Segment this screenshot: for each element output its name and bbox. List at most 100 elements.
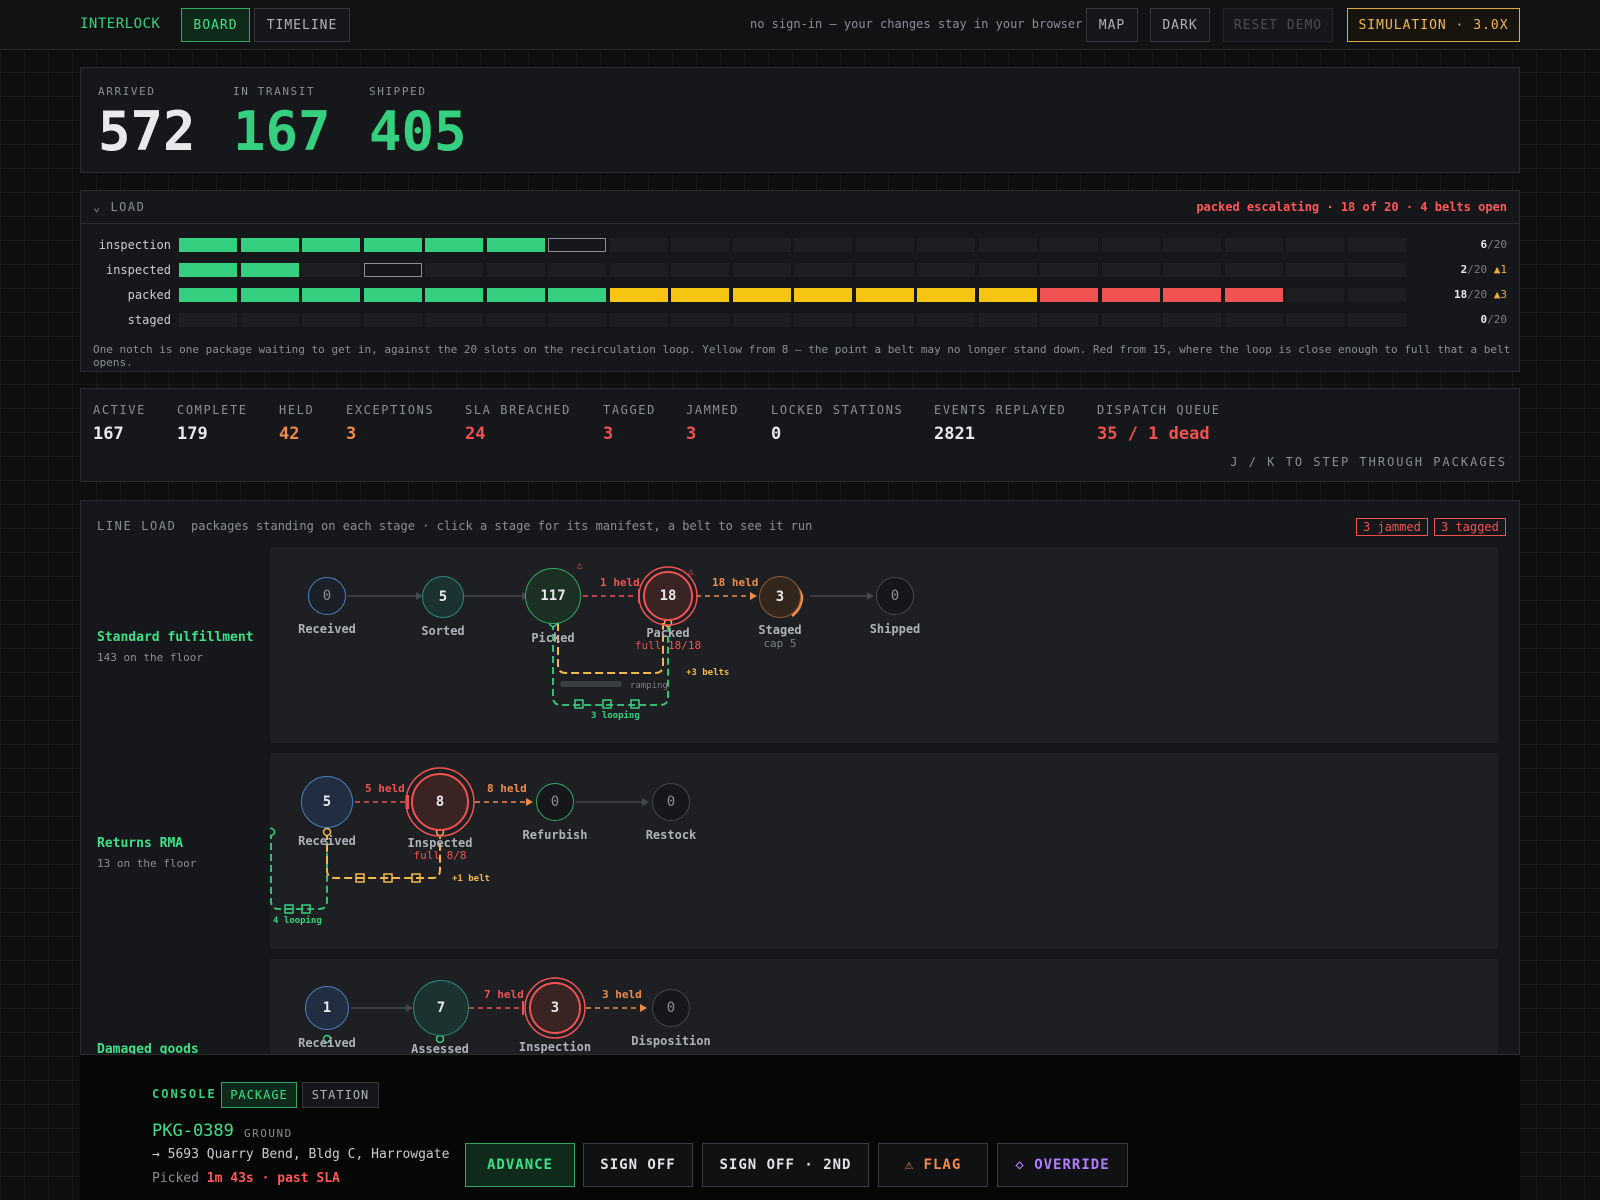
edge-held-label[interactable]: 18 held: [712, 576, 759, 589]
load-cells: [179, 288, 1409, 302]
stat-events-replayed[interactable]: EVENTS REPLAYED 2821: [934, 403, 1066, 444]
load-title[interactable]: ⌄ LOAD: [93, 200, 146, 214]
load-notch: [240, 238, 299, 252]
shipping-mode: GROUND: [244, 1127, 293, 1140]
stage-node-picked[interactable]: 117: [525, 568, 581, 624]
load-notch: [917, 263, 975, 277]
stat-value: 179: [177, 424, 208, 444]
load-row-packed[interactable]: packed 18/20 ▲3: [81, 287, 1519, 305]
edge-held-label[interactable]: 1 held: [600, 576, 640, 589]
load-notch: [486, 263, 545, 277]
advance-button[interactable]: ADVANCE: [465, 1143, 575, 1187]
belt-port: [322, 1034, 332, 1044]
stage-node-packed[interactable]: 18: [643, 571, 693, 621]
load-notch: [302, 238, 360, 252]
brand-logo[interactable]: INTERLOCK: [80, 16, 161, 32]
stage-node-received[interactable]: 5: [301, 776, 353, 828]
lane-returns-rma[interactable]: 5 Received 8 Inspected full 8/8 0 Refurb…: [270, 753, 1498, 949]
load-notch: [1347, 263, 1406, 277]
load-row-inspected[interactable]: inspected 2/20 ▲1: [81, 262, 1519, 280]
stage-node-shipped[interactable]: 0: [876, 577, 914, 615]
load-count-total: /20: [1467, 263, 1488, 276]
load-notch: [548, 238, 606, 252]
stage-node-refurbish[interactable]: 0: [536, 783, 574, 821]
load-notch: [1286, 238, 1344, 252]
load-row-inspection[interactable]: inspection 6/20: [81, 237, 1519, 255]
edge-held-label[interactable]: 3 held: [602, 988, 642, 1001]
load-notch: [609, 313, 668, 327]
override-button[interactable]: ◇ OVERRIDE: [997, 1143, 1128, 1187]
reset-demo-button[interactable]: RESET DEMO: [1223, 8, 1333, 42]
load-notch: [179, 238, 237, 252]
stage-node-sorted[interactable]: 5: [422, 576, 464, 618]
alarm-ring: [638, 566, 698, 626]
lane-standard-fulfillment[interactable]: 0 Received 5 Sorted 117 Picked 18 Packed…: [270, 547, 1498, 743]
package-icon: [383, 873, 393, 883]
load-header[interactable]: ⌄ LOAD packed escalating · 18 of 20 · 4 …: [81, 191, 1519, 224]
load-notch: [917, 288, 975, 302]
lane-damaged-goods[interactable]: 1 Received 7 Assessed 3 Inspection 0 Dis…: [270, 959, 1498, 1054]
tab-timeline[interactable]: TIMELINE: [254, 8, 350, 42]
stage-label: Staged: [758, 623, 802, 637]
tab-package[interactable]: PACKAGE: [221, 1082, 297, 1108]
stat-jammed[interactable]: JAMMED 3: [686, 403, 739, 444]
stat-complete[interactable]: COMPLETE 179: [177, 403, 248, 444]
stat-held[interactable]: HELD 42: [279, 403, 314, 444]
stage-node-staged[interactable]: 3: [759, 576, 801, 618]
load-notch: [609, 288, 668, 302]
load-notch: [671, 313, 729, 327]
stage-node-inspected[interactable]: 8: [411, 773, 469, 831]
edge-held-label[interactable]: 7 held: [484, 988, 524, 1001]
stat-dispatch-queue[interactable]: DISPATCH QUEUE 35 / 1 dead: [1097, 403, 1221, 444]
load-notch: [179, 288, 237, 302]
sign-off-button[interactable]: SIGN OFF: [583, 1143, 693, 1187]
stat-locked-stations[interactable]: LOCKED STATIONS 0: [771, 403, 903, 444]
dark-mode-button[interactable]: DARK: [1150, 8, 1210, 42]
map-button[interactable]: MAP: [1086, 8, 1138, 42]
stat-sla-breached[interactable]: SLA BREACHED 24: [465, 403, 571, 444]
belt-port: [270, 827, 276, 837]
stage-node-assessed[interactable]: 7: [413, 980, 469, 1036]
stage-sub: cap 5: [763, 637, 797, 650]
sign-off-second-button[interactable]: SIGN OFF · 2ND: [702, 1143, 869, 1187]
load-notch: [179, 313, 237, 327]
load-row-name: packed: [127, 288, 171, 302]
load-notch: [1163, 238, 1221, 252]
arrow-head-icon: [406, 1004, 413, 1012]
console-panel: CONSOLE PACKAGE STATION PKG-0389 GROUND …: [80, 1055, 1520, 1200]
tab-board[interactable]: BOARD: [181, 8, 250, 42]
load-notch: [425, 263, 483, 277]
stat-label: EXCEPTIONS: [346, 403, 435, 417]
stat-tagged[interactable]: TAGGED 3: [603, 403, 656, 444]
stage-node-received[interactable]: 0: [308, 577, 346, 615]
stage-label: Packed: [646, 626, 690, 640]
stage-node-restock[interactable]: 0: [652, 783, 690, 821]
load-notch: [363, 238, 422, 252]
load-count-value: 18: [1454, 288, 1468, 301]
stage-node-received[interactable]: 1: [305, 986, 349, 1030]
stage-label: Restock: [645, 828, 697, 842]
flag-button[interactable]: ⚠ FLAG: [878, 1143, 988, 1187]
simulation-speed-button[interactable]: SIMULATION · 3.0X: [1347, 8, 1520, 42]
edge-held-label[interactable]: 5 held: [365, 782, 405, 795]
load-notch: [1101, 288, 1160, 302]
jammed-tag[interactable]: 3 jammed: [1356, 518, 1428, 536]
package-address: → 5693 Quarry Bend, Bldg C, Harrowgate: [152, 1147, 450, 1162]
edge-held-label[interactable]: 8 held: [487, 782, 527, 795]
load-row-staged[interactable]: staged 0/20: [81, 312, 1519, 330]
stat-exceptions[interactable]: EXCEPTIONS 3: [346, 403, 434, 444]
stage-label: Sorted: [421, 624, 465, 638]
load-notch: [302, 313, 360, 327]
load-notch: [1101, 313, 1160, 327]
stat-active[interactable]: ACTIVE 167: [93, 403, 146, 444]
load-warning-badge: ▲1: [1493, 263, 1507, 276]
tab-station[interactable]: STATION: [302, 1082, 379, 1108]
stage-node-inspection[interactable]: 3: [529, 982, 581, 1034]
overflow-belt: [557, 623, 664, 674]
tagged-tag[interactable]: 3 tagged: [1434, 518, 1506, 536]
package-id[interactable]: PKG-0389: [152, 1121, 234, 1141]
load-row-name: staged: [127, 313, 171, 327]
stage-node-disposition[interactable]: 0: [652, 989, 690, 1027]
load-notch: [917, 313, 975, 327]
load-notch: [671, 263, 729, 277]
